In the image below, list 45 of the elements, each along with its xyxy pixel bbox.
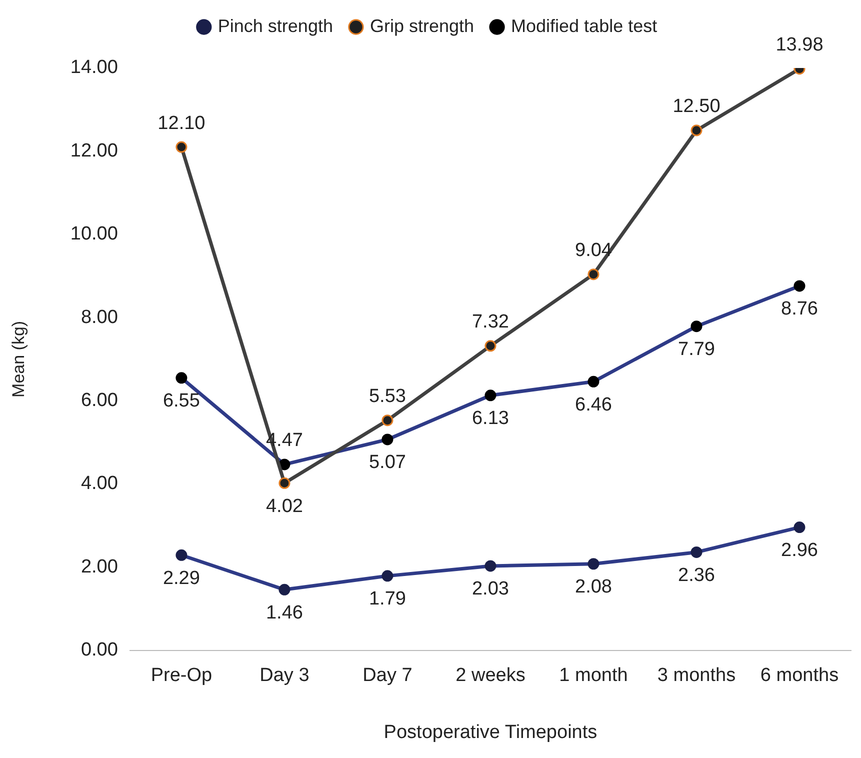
- data-label: 6.55: [162, 390, 200, 412]
- data-label: 6.13: [472, 408, 509, 430]
- x-tick-label: 6 months: [760, 665, 839, 686]
- point: [484, 340, 496, 352]
- point: [382, 414, 394, 426]
- x-tick-label: 2 weeks: [456, 665, 526, 686]
- y-tick-label: 4.00: [80, 473, 118, 494]
- y-tick-label: 10.00: [70, 224, 118, 245]
- x-tick-label: Day 3: [260, 665, 310, 686]
- point: [690, 124, 702, 136]
- y-tick-label: 6.00: [80, 390, 118, 412]
- data-label: 12.50: [672, 96, 720, 118]
- x-tick-label: Day 7: [362, 665, 412, 686]
- x-axis-title: Postoperative Timepoints: [384, 722, 598, 743]
- data-label: 2.08: [574, 576, 612, 598]
- data-label: 1.79: [368, 588, 406, 610]
- data-label: 12.10: [158, 112, 206, 134]
- data-label: 8.76: [781, 298, 818, 320]
- y-tick-label: 14.00: [70, 57, 118, 78]
- point: [176, 141, 188, 153]
- data-label: 2.03: [472, 578, 509, 600]
- point: [588, 268, 600, 280]
- y-tick-label: 2.00: [80, 556, 118, 578]
- x-tick-label: 1 month: [559, 665, 628, 686]
- legend-label: Pinch strength: [218, 16, 333, 36]
- data-label: 13.98: [776, 34, 824, 56]
- data-label: 1.46: [266, 602, 303, 624]
- x-tick-label: 3 months: [657, 665, 736, 686]
- y-tick-label: 0.00: [80, 640, 118, 661]
- y-axis-title: Mean (kg): [8, 320, 28, 398]
- data-label: 2.36: [678, 564, 715, 586]
- x-tick-label: Pre-Op: [150, 665, 212, 686]
- data-label: 6.46: [574, 394, 612, 416]
- data-label: 7.32: [472, 312, 509, 333]
- y-tick-label: 12.00: [70, 140, 118, 162]
- point: [278, 477, 290, 489]
- y-tick-label: 8.00: [80, 306, 118, 328]
- data-label: 2.96: [781, 540, 818, 561]
- legend-label: Grip strength: [370, 16, 474, 36]
- legend-label: Modified table test: [511, 16, 658, 36]
- data-label: 5.53: [368, 386, 406, 408]
- data-label: 5.07: [368, 452, 406, 474]
- data-label: 4.02: [266, 496, 303, 517]
- data-label: 2.29: [162, 568, 200, 589]
- data-label: 7.79: [678, 339, 715, 360]
